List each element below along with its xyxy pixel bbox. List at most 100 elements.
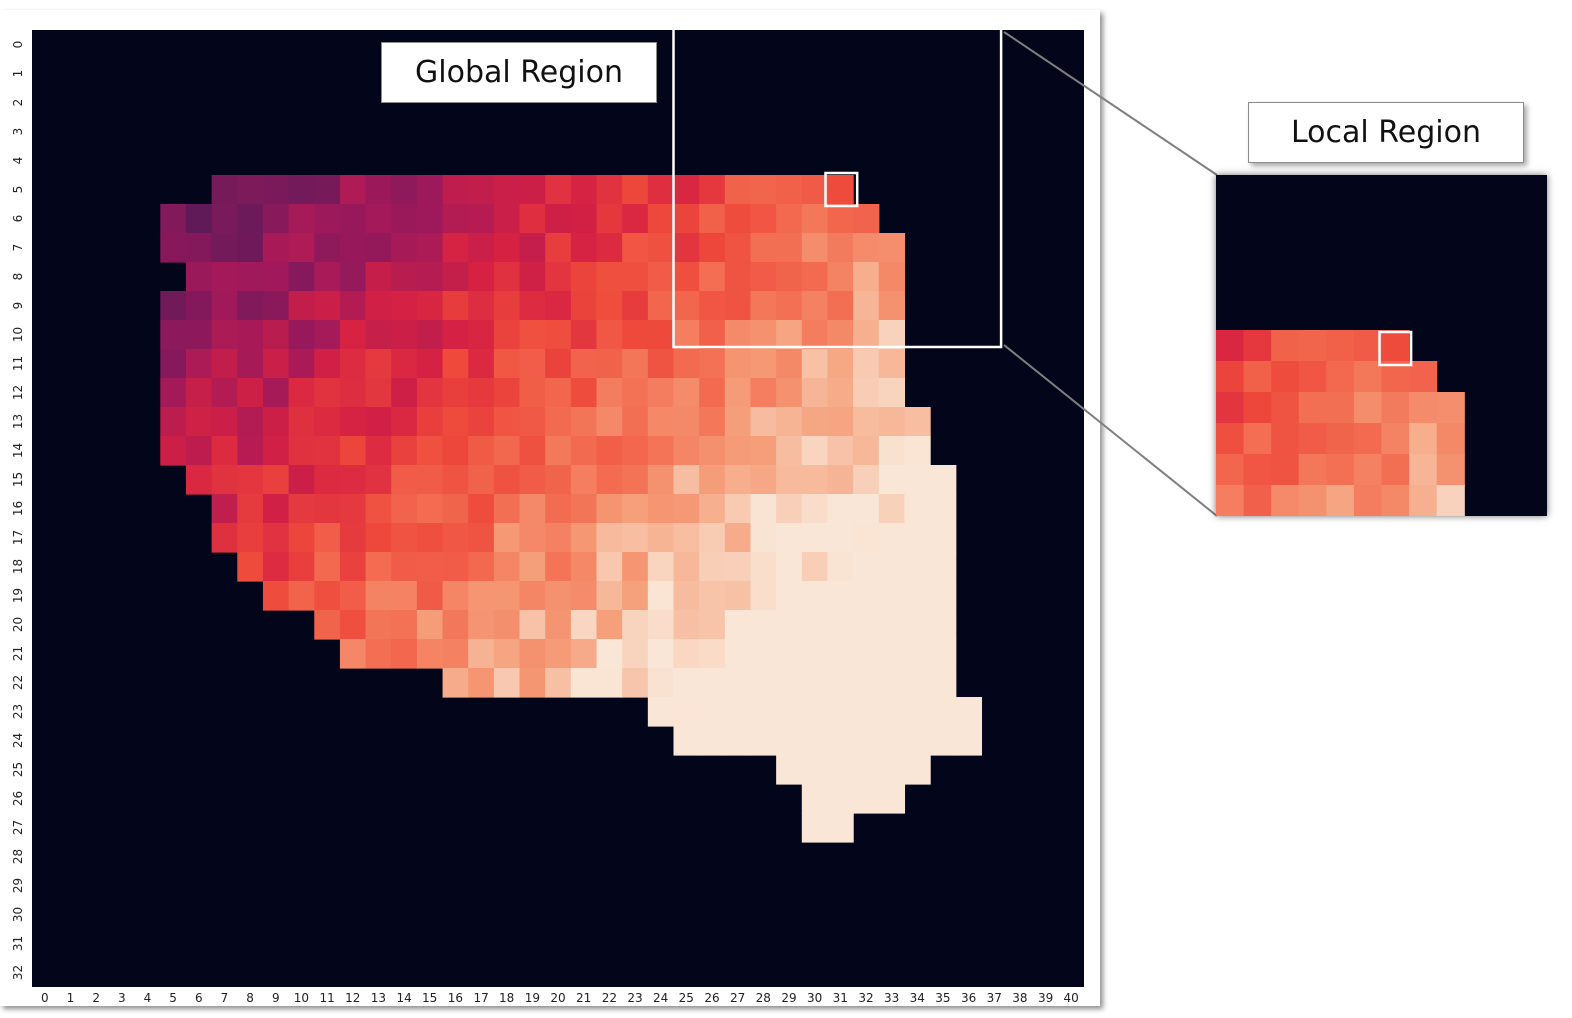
heatmap-cell: [750, 175, 777, 205]
local-heatmap-cell: [1353, 392, 1383, 424]
heatmap-cell: [442, 436, 469, 466]
heatmap-cell: [750, 349, 777, 379]
heatmap-cell: [288, 407, 315, 437]
heatmap-cell: [442, 349, 469, 379]
heatmap-cell: [468, 407, 495, 437]
heatmap-cell: [776, 204, 803, 234]
heatmap-cell: [314, 523, 341, 553]
heatmap-cell: [673, 349, 700, 379]
y-tick-label: 31: [11, 936, 25, 951]
heatmap-cell: [596, 610, 623, 640]
heatmap-cell: [365, 610, 392, 640]
heatmap-cell: [930, 581, 957, 611]
heatmap-cell: [647, 378, 675, 408]
heatmap-cell: [750, 320, 777, 350]
heatmap-cell: [416, 581, 444, 611]
heatmap-cell: [468, 610, 495, 640]
local-heatmap-cell: [1409, 485, 1438, 516]
heatmap-cell: [853, 523, 880, 553]
heatmap-cell: [493, 175, 521, 205]
heatmap-cell: [801, 784, 829, 814]
heatmap-cell: [904, 494, 931, 524]
heatmap-cell: [878, 784, 906, 814]
x-tick-label: 31: [833, 991, 848, 1005]
heatmap-cell: [211, 436, 238, 466]
heatmap-cell: [519, 610, 546, 640]
y-tick-label: 21: [11, 646, 25, 661]
local-heatmap-cell: [1409, 454, 1438, 486]
heatmap-cell: [391, 204, 418, 234]
heatmap-cell: [570, 668, 598, 698]
heatmap-cell: [339, 552, 367, 582]
heatmap-cell: [750, 639, 777, 669]
y-tick-label: 14: [11, 443, 25, 458]
heatmap-cell: [673, 320, 700, 350]
heatmap-cell: [365, 639, 392, 669]
y-tick-label: 22: [11, 675, 25, 690]
heatmap-cell: [416, 262, 444, 292]
local-heatmap-cell: [1271, 392, 1300, 424]
heatmap-cell: [853, 668, 880, 698]
heatmap-cell: [622, 175, 649, 205]
heatmap-cell: [878, 668, 906, 698]
local-heatmap-cell: [1381, 361, 1410, 393]
local-heatmap-cell: [1381, 485, 1410, 516]
y-tick-label: 11: [11, 356, 25, 371]
heatmap-cell: [391, 639, 418, 669]
heatmap-cell: [545, 407, 572, 437]
heatmap-cell: [724, 204, 752, 234]
heatmap-cell: [776, 697, 803, 727]
heatmap-cell: [622, 610, 649, 640]
heatmap-cell: [596, 523, 623, 553]
heatmap-cell: [801, 668, 829, 698]
heatmap-cell: [801, 755, 829, 785]
heatmap-cell: [673, 494, 700, 524]
heatmap-cell: [878, 639, 906, 669]
heatmap-cell: [827, 436, 854, 466]
heatmap-cell: [365, 291, 392, 321]
heatmap-cell: [827, 813, 854, 843]
heatmap-cell: [827, 523, 854, 553]
heatmap-cell: [801, 494, 829, 524]
local-heatmap-cell: [1216, 485, 1245, 516]
local-heatmap-cell: [1326, 454, 1355, 486]
heatmap-cell: [365, 262, 392, 292]
heatmap-cell: [647, 552, 675, 582]
heatmap-cell: [493, 639, 521, 669]
x-tick-label: 1: [67, 991, 75, 1005]
heatmap-cell: [237, 320, 264, 350]
y-tick-label: 17: [11, 530, 25, 545]
heatmap-cell: [724, 552, 752, 582]
heatmap-cell: [801, 523, 829, 553]
local-heatmap-cell: [1243, 392, 1272, 424]
local-heatmap-cell: [1353, 485, 1383, 516]
heatmap-cell: [185, 378, 213, 408]
heatmap-cell: [570, 436, 598, 466]
heatmap-cell: [519, 436, 546, 466]
local-heatmap-cell: [1271, 485, 1300, 516]
heatmap-cell: [365, 465, 392, 495]
heatmap-cell: [288, 494, 315, 524]
heatmap-cell: [365, 552, 392, 582]
heatmap-cell: [416, 320, 444, 350]
heatmap-cell: [904, 465, 931, 495]
heatmap-cell: [827, 465, 854, 495]
heatmap-cell: [288, 320, 315, 350]
heatmap-cell: [545, 349, 572, 379]
heatmap-cell: [827, 262, 854, 292]
y-tick-label: 9: [11, 302, 25, 310]
heatmap-cell: [750, 407, 777, 437]
heatmap-cell: [622, 581, 649, 611]
heatmap-cell: [622, 349, 649, 379]
heatmap-cell: [160, 378, 187, 408]
local-heatmap-cell: [1409, 423, 1438, 455]
heatmap-cell: [416, 175, 444, 205]
heatmap-cell: [878, 523, 906, 553]
heatmap-cell: [493, 378, 521, 408]
heatmap-cell: [545, 552, 572, 582]
x-tick-label: 25: [679, 991, 694, 1005]
heatmap-cell: [391, 581, 418, 611]
heatmap-cell: [776, 320, 803, 350]
heatmap-cell: [468, 175, 495, 205]
heatmap-cell: [776, 436, 803, 466]
